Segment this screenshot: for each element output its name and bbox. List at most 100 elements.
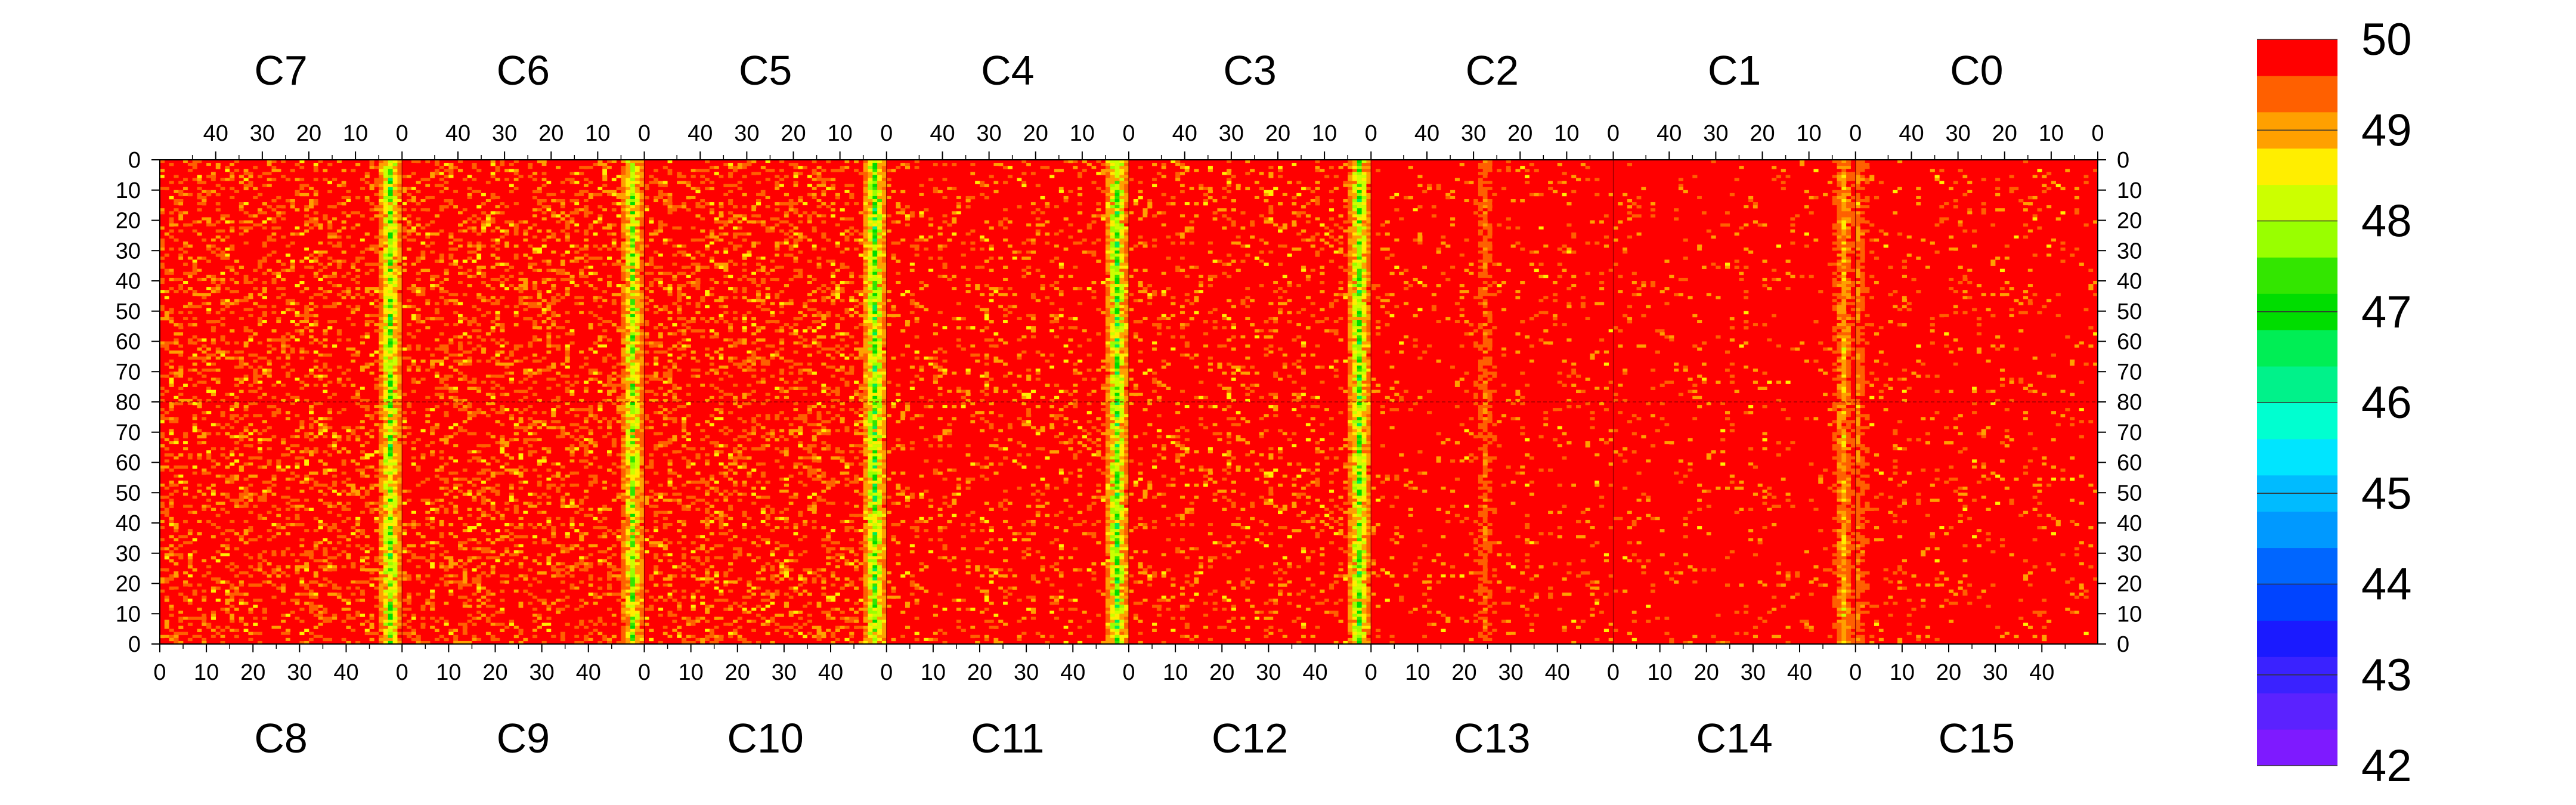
heatmap-cell: [323, 272, 327, 275]
heatmap-cell: [327, 360, 332, 363]
heatmap-cell: [216, 181, 221, 184]
heatmap-cell: [379, 190, 383, 193]
heatmap-cell: [351, 302, 355, 305]
heatmap-cell: [216, 247, 221, 250]
heatmap-cell: [337, 338, 342, 341]
heatmap-cell: [304, 236, 309, 239]
heatmap-cell: [193, 247, 197, 250]
heatmap-cell: [388, 221, 393, 224]
heatmap-cell: [286, 296, 290, 299]
heatmap-cell: [323, 250, 327, 253]
heatmap-cell: [206, 275, 211, 278]
heatmap-cell: [225, 266, 230, 269]
heatmap-cell: [258, 263, 262, 266]
heatmap-cell: [295, 190, 300, 193]
heatmap-cell: [327, 290, 332, 293]
heatmap-cell: [202, 320, 206, 323]
heatmap-cell: [383, 345, 388, 348]
heatmap-cell: [197, 384, 202, 387]
heatmap-cell: [304, 199, 309, 202]
heatmap-cell: [397, 224, 402, 227]
heatmap-cell: [230, 199, 234, 202]
heatmap-cell: [281, 345, 286, 348]
heatmap-cell: [281, 250, 286, 253]
heatmap-cell: [234, 363, 239, 366]
heatmap-cell: [309, 314, 314, 317]
heatmap-cell: [234, 169, 239, 172]
heatmap-cell: [197, 224, 202, 227]
heatmap-cell: [299, 278, 304, 281]
heatmap-cell: [355, 332, 360, 335]
heatmap-cell: [188, 272, 193, 275]
heatmap-cell: [355, 256, 360, 259]
heatmap-cell: [178, 377, 183, 380]
heatmap-cell: [346, 290, 351, 293]
heatmap-cell: [342, 202, 346, 205]
heatmap-cell: [286, 253, 290, 256]
heatmap-cell: [346, 293, 351, 296]
heatmap-cell: [318, 202, 323, 205]
heatmap-cell: [188, 221, 193, 224]
heatmap-cell: [276, 259, 281, 262]
heatmap-cell: [253, 380, 258, 383]
heatmap-cell: [193, 172, 197, 175]
heatmap-cell: [295, 314, 300, 317]
heatmap-cell: [253, 233, 258, 236]
heatmap-cell: [272, 278, 277, 281]
heatmap-cell: [211, 287, 216, 290]
heatmap-cell: [393, 278, 398, 281]
heatmap-cell: [193, 302, 197, 305]
heatmap-cell: [360, 193, 365, 196]
heatmap-cell: [244, 326, 249, 329]
heatmap-cell: [216, 293, 221, 296]
heatmap-cell: [342, 363, 346, 366]
heatmap-cell: [388, 178, 393, 181]
heatmap-cell: [318, 374, 323, 377]
heatmap-cell: [388, 196, 393, 199]
heatmap-cell: [174, 256, 178, 259]
heatmap-cell: [388, 278, 393, 281]
heatmap-cell: [337, 311, 342, 314]
heatmap-cell: [272, 233, 277, 236]
heatmap-cell: [248, 175, 253, 178]
heatmap-cell: [379, 236, 383, 239]
heatmap-cell: [258, 326, 262, 329]
heatmap-cell: [323, 227, 327, 230]
heatmap-cell: [188, 193, 193, 196]
heatmap-cell: [388, 354, 393, 357]
heatmap-cell: [211, 284, 216, 287]
heatmap-cell: [309, 380, 314, 383]
heatmap-cell: [309, 320, 314, 323]
heatmap-cell: [262, 239, 267, 242]
heatmap-cell: [206, 244, 211, 247]
heatmap-cell: [174, 266, 178, 269]
heatmap-cell: [174, 290, 178, 293]
heatmap-cell: [234, 217, 239, 220]
heatmap-cell: [272, 366, 277, 369]
heatmap-cell: [267, 351, 272, 354]
heatmap-cell: [393, 217, 398, 220]
heatmap-cell: [314, 308, 318, 311]
heatmap-cell: [397, 351, 402, 354]
heatmap-cell: [397, 199, 402, 202]
heatmap-cell: [360, 360, 365, 363]
heatmap-cell: [383, 335, 388, 338]
heatmap-cell: [262, 369, 267, 371]
heatmap-cell: [286, 259, 290, 262]
heatmap-cell: [383, 287, 388, 290]
heatmap-cell: [370, 302, 374, 305]
heatmap-cell: [397, 253, 402, 256]
heatmap-cell: [342, 371, 346, 374]
heatmap-cell: [346, 233, 351, 236]
heatmap-cell: [183, 317, 188, 320]
heatmap-cell: [346, 187, 351, 190]
heatmap-cell: [383, 278, 388, 281]
heatmap-cell: [318, 193, 323, 196]
heatmap-cell: [323, 338, 327, 341]
heatmap-cell: [258, 335, 262, 338]
heatmap-cell: [244, 296, 249, 299]
heatmap-cell: [267, 290, 272, 293]
heatmap-cell: [206, 360, 211, 363]
heatmap-cell: [342, 250, 346, 253]
heatmap-cell: [211, 293, 216, 296]
